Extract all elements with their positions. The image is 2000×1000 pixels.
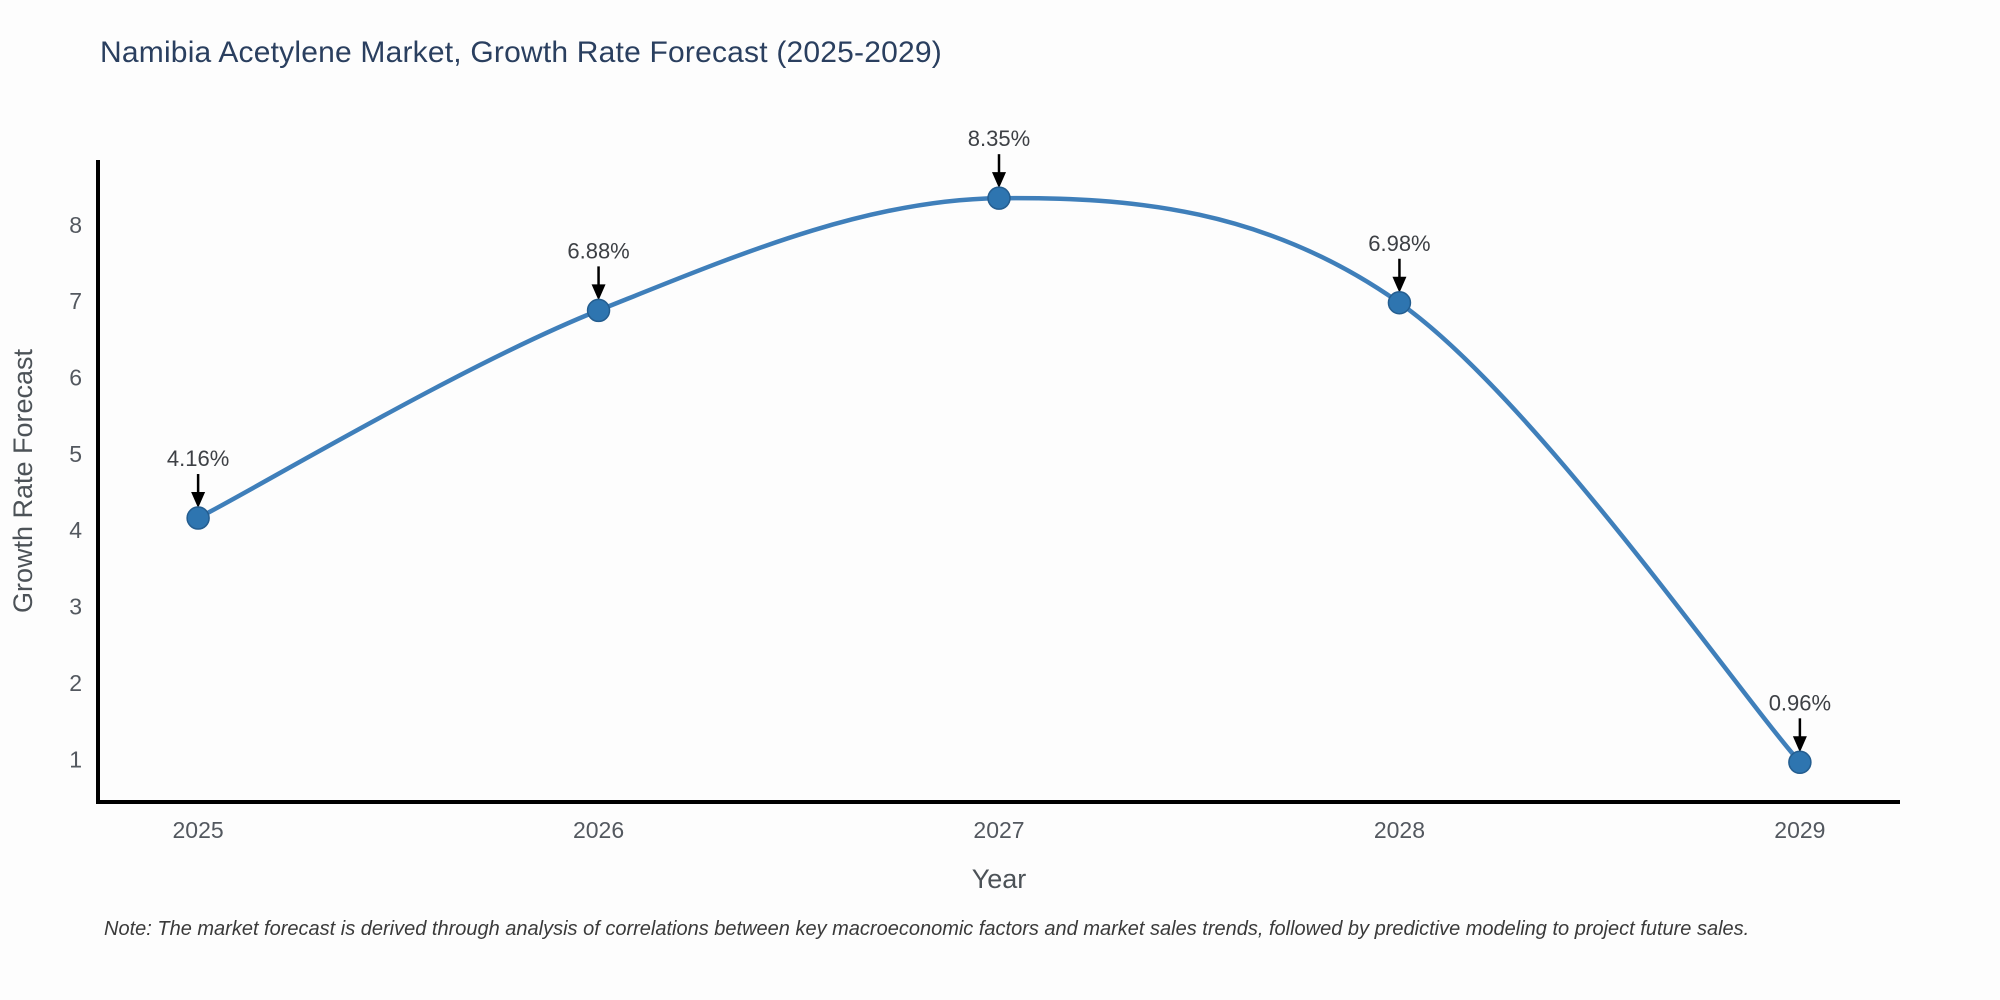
x-tick-label: 2029 xyxy=(1774,817,1825,843)
annotation-arrowhead xyxy=(191,492,206,509)
y-tick-label: 1 xyxy=(69,746,82,772)
x-tick-label: 2028 xyxy=(1374,817,1425,843)
y-tick-label: 8 xyxy=(69,212,82,238)
data-point-2027[interactable] xyxy=(987,186,1011,210)
point-annotation-label: 6.98% xyxy=(1368,231,1430,256)
point-annotation-label: 0.96% xyxy=(1769,690,1831,715)
y-tick-label: 3 xyxy=(69,594,82,620)
data-point-2028[interactable] xyxy=(1387,291,1412,315)
chart-title: Namibia Acetylene Market, Growth Rate Fo… xyxy=(100,36,942,69)
annotation-arrowhead xyxy=(591,284,606,301)
y-tick-label: 4 xyxy=(69,517,82,543)
point-annotation-label: 4.16% xyxy=(167,446,229,471)
annotation-arrowhead xyxy=(1392,276,1407,293)
point-annotation-label: 6.88% xyxy=(567,238,629,263)
y-tick-label: 6 xyxy=(69,365,82,391)
y-tick-label: 2 xyxy=(69,670,82,696)
point-annotation-label: 8.35% xyxy=(968,126,1030,151)
y-tick-label: 7 xyxy=(69,288,82,314)
annotation-arrowhead xyxy=(1792,736,1807,753)
annotation-arrowhead xyxy=(992,172,1006,189)
data-point-2026[interactable] xyxy=(586,298,611,323)
y-axis-title: Growth Rate Forecast xyxy=(8,348,38,613)
x-tick-label: 2027 xyxy=(973,817,1024,843)
y-tick-label: 5 xyxy=(69,441,82,467)
x-axis-title: Year xyxy=(972,864,1027,894)
data-point-2025[interactable] xyxy=(186,506,210,530)
data-point-2029[interactable] xyxy=(1788,750,1812,775)
x-tick-label: 2025 xyxy=(173,817,224,843)
x-tick-label: 2026 xyxy=(573,817,624,843)
footnote: Note: The market forecast is derived thr… xyxy=(104,918,1750,940)
trend-line xyxy=(195,195,1803,765)
